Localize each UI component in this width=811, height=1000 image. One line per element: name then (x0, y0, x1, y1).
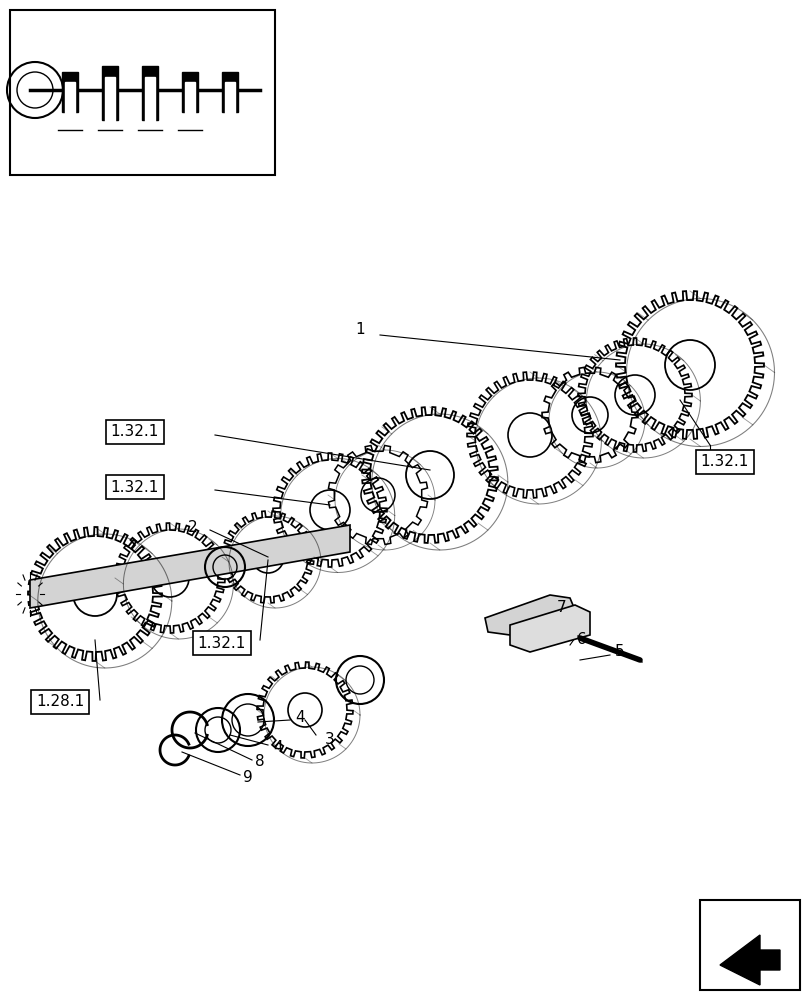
Bar (225, 82, 234, 117)
Text: 1.32.1: 1.32.1 (700, 454, 749, 470)
Bar (105, 77, 115, 125)
Bar (102, 66, 118, 120)
Text: 1.28.1: 1.28.1 (36, 694, 84, 710)
Text: 7: 7 (556, 599, 566, 614)
Bar (62, 72, 78, 112)
Bar (145, 77, 155, 125)
Text: 1.32.1: 1.32.1 (110, 480, 159, 494)
Text: 4: 4 (272, 740, 282, 756)
Text: 9: 9 (242, 770, 252, 786)
Text: 1.32.1: 1.32.1 (110, 424, 159, 440)
Polygon shape (719, 935, 779, 985)
Bar (221, 72, 238, 112)
Bar (10, 10, 275, 175)
Text: 8: 8 (255, 754, 264, 770)
Bar (185, 82, 195, 117)
Polygon shape (484, 595, 574, 635)
Text: 6: 6 (577, 632, 586, 648)
Text: 1: 1 (354, 322, 364, 338)
Text: 4: 4 (295, 710, 304, 724)
Text: 1.32.1: 1.32.1 (198, 636, 246, 650)
Bar (182, 72, 198, 112)
Polygon shape (509, 605, 590, 652)
Polygon shape (30, 525, 350, 608)
Bar (65, 82, 75, 117)
Bar (699, 900, 799, 990)
Bar (142, 66, 158, 120)
Text: 5: 5 (615, 644, 624, 660)
Text: 2: 2 (188, 520, 198, 534)
Text: 3: 3 (324, 732, 334, 747)
